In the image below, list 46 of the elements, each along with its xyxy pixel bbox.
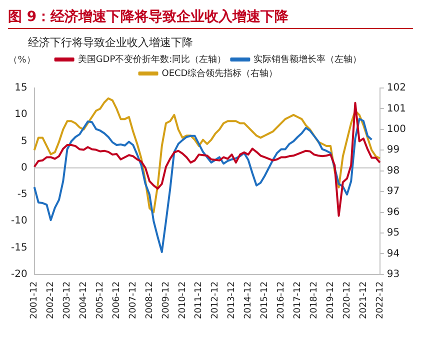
y-tick-label: 15 — [14, 82, 28, 94]
x-tick-label: 2010-12 — [178, 281, 188, 320]
x-tick-label: 2013-12 — [227, 281, 238, 320]
legend-label: OECD综合领先指标（右轴） — [162, 68, 278, 79]
x-tick-label: 2021-12 — [358, 281, 369, 320]
x-tick-label: 2006-12 — [112, 281, 122, 320]
y2-tick-label: 99 — [386, 144, 400, 156]
x-tick-label: 2018-12 — [309, 281, 320, 320]
x-tick-label: 2005-12 — [96, 281, 106, 320]
legend-label: 实际销售额增长率（左轴） — [254, 54, 362, 65]
y2-tick-label: 97 — [386, 186, 400, 198]
x-tick-label: 2017-12 — [292, 281, 303, 320]
x-tick-label: 2009-12 — [161, 281, 172, 320]
x-tick-label: 2019-12 — [326, 281, 336, 320]
x-tick-label: 2022-12 — [375, 281, 386, 320]
y2-tick-label: 93 — [386, 268, 400, 280]
x-tick-label: 2002-12 — [46, 281, 56, 320]
y-tick-label: -15 — [10, 242, 28, 254]
x-tick-label: 2007-12 — [128, 281, 138, 320]
y-tick-label: 10 — [14, 109, 28, 120]
x-tick-label: 2014-12 — [244, 281, 254, 320]
y-tick-label: -10 — [10, 216, 28, 227]
x-tick-label: 2020-12 — [342, 281, 352, 320]
x-tick-label: 2003-12 — [62, 281, 73, 320]
x-tick-label: 2004-12 — [79, 281, 90, 320]
y2-tick-label: 101 — [386, 103, 406, 114]
x-tick-label: 2012-12 — [210, 281, 221, 320]
x-tick-label: 2011-12 — [194, 281, 204, 320]
legend-label: 美国GDP不变价折年数:同比（左轴） — [78, 54, 226, 65]
y2-tick-label: 98 — [386, 165, 400, 176]
chart-subtitle: 经济下行将导致企业收入增速下降 — [28, 35, 194, 50]
y-tick-label: -5 — [17, 189, 28, 200]
y-axis-title: （%） — [8, 55, 36, 66]
x-tick-label: 2001-12 — [30, 281, 40, 320]
y2-tick-label: 102 — [386, 82, 406, 94]
y2-tick-label: 96 — [386, 206, 400, 218]
x-tick-label: 2008-12 — [144, 281, 155, 320]
chart-title: 图 9：经济增速下降将导致企业收入增速下降 — [8, 8, 413, 29]
y2-tick-label: 95 — [386, 228, 400, 239]
y-tick-label: 5 — [20, 136, 28, 147]
x-tick-label: 2016-12 — [276, 281, 287, 320]
y-tick-label: -20 — [10, 268, 28, 280]
y2-tick-label: 100 — [386, 124, 406, 136]
y-tick-label: 0 — [20, 162, 28, 174]
y2-tick-label: 94 — [386, 248, 400, 260]
x-tick-label: 2015-12 — [260, 281, 270, 320]
